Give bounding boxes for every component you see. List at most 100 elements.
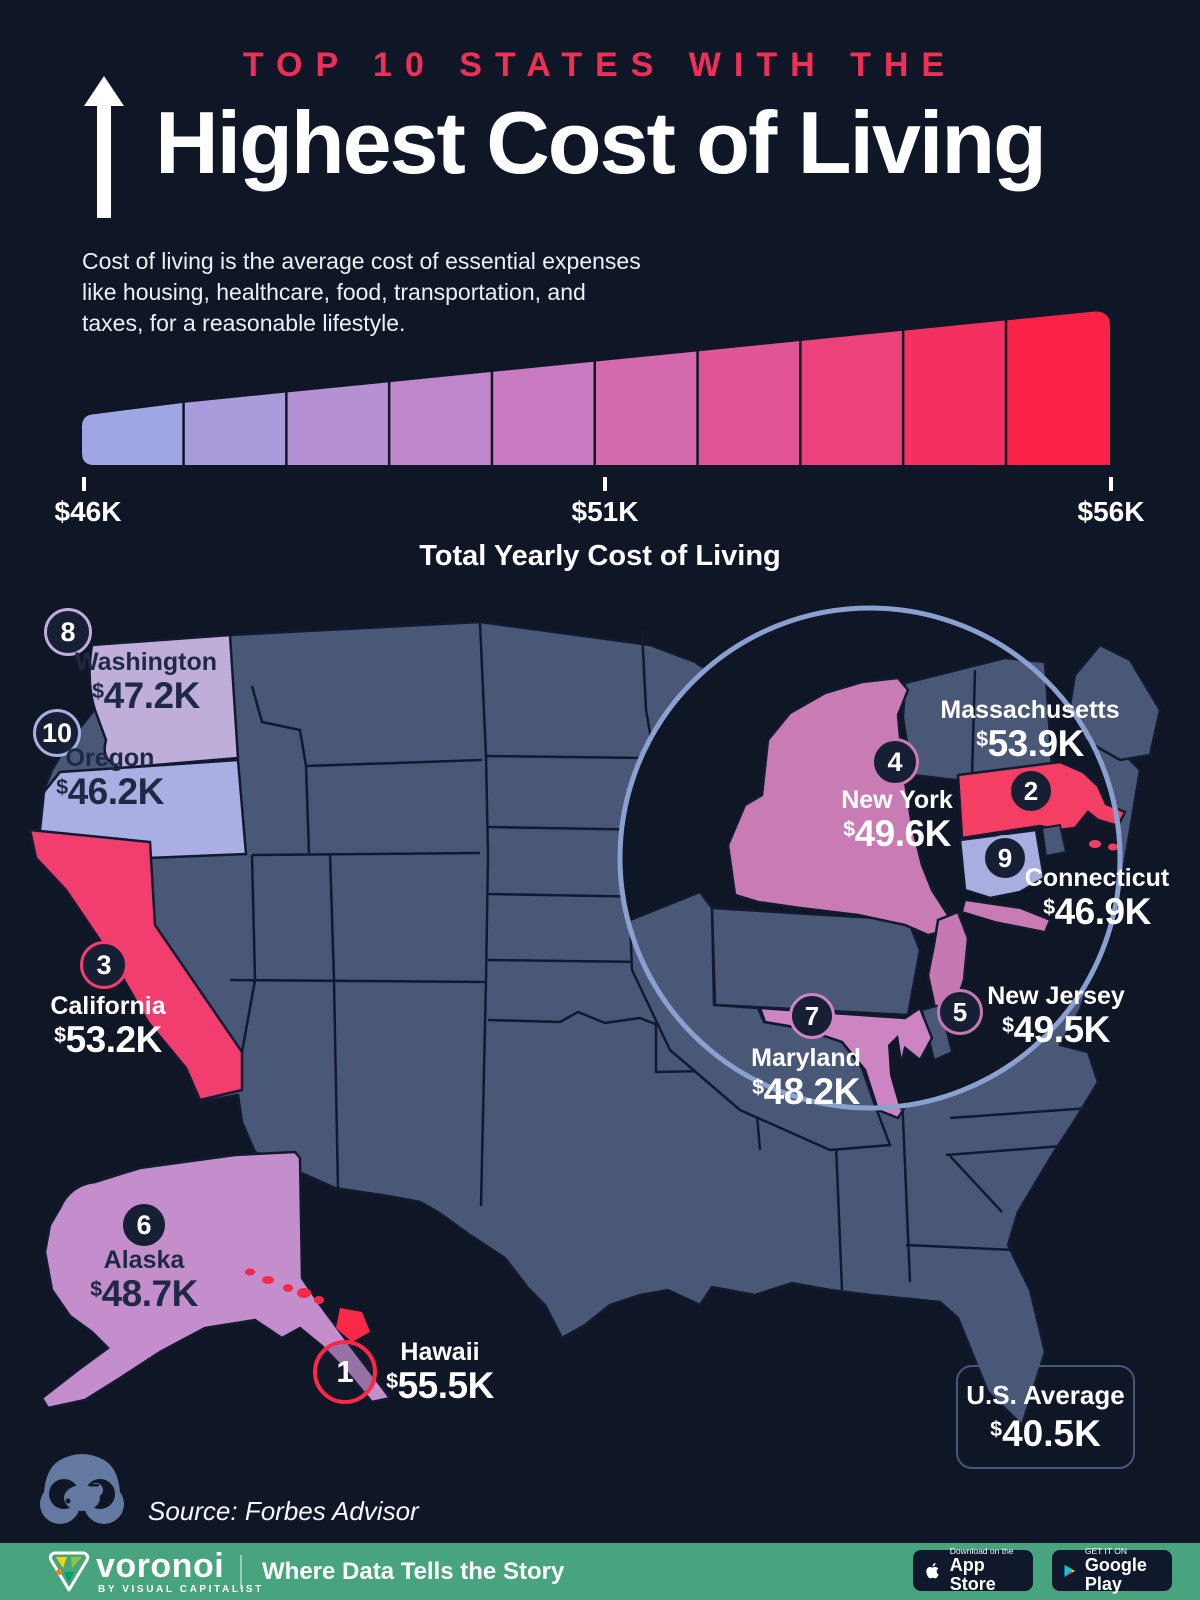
state-name: Connecticut (1024, 864, 1170, 892)
rank-badge-hawaii: 1 (313, 1340, 377, 1404)
scale-tick (1109, 477, 1113, 491)
rank-badge-oregon: 10 (33, 709, 81, 757)
description: Cost of living is the average cost of es… (82, 246, 641, 339)
footer-bar: voronoi BY VISUAL CAPITALIST Where Data … (0, 1543, 1200, 1600)
inset-ma-island (1089, 840, 1101, 848)
state-hawaii-island (262, 1276, 274, 1284)
rank-number: 10 (41, 717, 73, 748)
state-name: Alaska (103, 1246, 185, 1274)
state-california (28, 828, 244, 1102)
state-label-new-york: New York $49.6K (841, 786, 953, 854)
rank-badge-california: 3 (80, 941, 128, 989)
scale-tick-label-max: $56K (1077, 496, 1145, 527)
state-label-alaska: Alaska $48.7K (90, 1246, 198, 1314)
state-name: Massachusetts (940, 696, 1120, 724)
state-value: $53.2K (54, 1019, 162, 1060)
state-label-oregon: Oregon $46.2K (56, 744, 164, 812)
google-play-icon (1064, 1564, 1075, 1577)
description-line: Cost of living is the average cost of es… (82, 248, 641, 274)
scale-tick-label-mid: $51K (571, 496, 639, 527)
app-store-line2: App Store (949, 1555, 996, 1594)
us-map (28, 605, 1162, 1428)
state-hawaii-island (283, 1284, 293, 1292)
rank-number: 1 (336, 1354, 354, 1389)
inset-chesapeake-bay (888, 1035, 912, 1110)
google-play-line1: GET IT ON (1084, 1546, 1128, 1557)
footer-divider (240, 1555, 242, 1589)
rank-badge-maryland: 7 (789, 993, 835, 1039)
state-name: New York (841, 786, 953, 814)
arrow-up-icon (84, 76, 124, 218)
rank-number: 4 (887, 746, 903, 777)
state-value: $46.9K (1043, 891, 1151, 932)
rank-badge-massachusetts: 2 (1008, 768, 1054, 814)
state-value: $55.5K (386, 1365, 494, 1406)
source-text: Source: Forbes Advisor (148, 1496, 419, 1526)
state-value: $53.9K (976, 723, 1084, 764)
scale-tick (603, 477, 607, 491)
inset-ma-island (1108, 843, 1118, 851)
inset-state-rhode-island (1040, 823, 1068, 858)
state-hawaii-island (245, 1268, 255, 1276)
rank-number: 9 (997, 842, 1013, 873)
state-label-maryland: Maryland $48.2K (751, 1044, 861, 1112)
state-value: $49.6K (843, 813, 951, 854)
state-hawaii-island (314, 1296, 324, 1304)
google-play-badge[interactable]: GET IT ON Google Play (1052, 1546, 1172, 1594)
state-label-california: California $53.2K (50, 992, 165, 1060)
state-label-connecticut: Connecticut $46.9K (1025, 864, 1169, 932)
state-name: Oregon (65, 744, 155, 772)
state-value: $47.2K (92, 675, 200, 716)
rank-number: 2 (1023, 775, 1039, 806)
state-name: Maryland (751, 1044, 861, 1072)
binoculars-piggy-logo-icon (39, 1454, 124, 1524)
northeast-inset (617, 605, 1162, 1152)
rank-badge-new-jersey: 5 (937, 989, 983, 1035)
footer-tagline: Where Data Tells the Story (262, 1558, 565, 1585)
state-value: $46.2K (56, 771, 164, 812)
rank-badge-washington: 8 (44, 608, 92, 656)
state-label-new-jersey: New Jersey $49.5K (987, 982, 1125, 1050)
state-value: $48.7K (90, 1273, 198, 1314)
rank-number: 6 (136, 1209, 152, 1240)
state-label-washington: Washington $47.2K (75, 648, 217, 716)
inset-ring (617, 605, 1123, 1111)
rank-number: 8 (60, 616, 76, 647)
google-play-line2: Google Play (1084, 1555, 1147, 1594)
app-store-badge[interactable]: Download on the App Store (913, 1546, 1033, 1594)
state-value: $49.5K (1002, 1009, 1110, 1050)
rank-number: 5 (952, 996, 968, 1027)
state-label-hawaii: Hawaii $55.5K (386, 1338, 494, 1406)
rank-number: 7 (804, 1000, 820, 1031)
apple-icon (926, 1562, 939, 1578)
app-store-line1: Download on the (949, 1546, 1014, 1557)
scale-tick-label-min: $46K (54, 496, 122, 527)
page-title: Highest Cost of Living (155, 93, 1047, 192)
state-name: California (50, 992, 166, 1020)
description-line: like housing, healthcare, food, transpor… (82, 279, 586, 305)
rank-number: 3 (96, 949, 112, 980)
state-hawaii-island (336, 1308, 370, 1342)
brand-name: voronoi (96, 1547, 225, 1585)
voronoi-logo-icon (48, 1551, 90, 1592)
cost-scale-wedge (82, 311, 1110, 465)
state-value: $48.2K (752, 1071, 860, 1112)
state-name: New Jersey (987, 982, 1125, 1010)
scale-tick (82, 477, 86, 491)
rank-badge-connecticut: 9 (982, 835, 1028, 881)
us-average-value: $40.5K (990, 1412, 1101, 1454)
state-hawaii-island (297, 1288, 311, 1298)
brand-subtitle: BY VISUAL CAPITALIST (98, 1584, 264, 1595)
state-name: Hawaii (400, 1338, 480, 1366)
us-average-box: U.S. Average $40.5K (956, 1365, 1135, 1469)
state-label-massachusetts: Massachusetts $53.9K (940, 696, 1119, 764)
description-line: taxes, for a reasonable lifestyle. (82, 310, 406, 336)
kicker-text: TOP 10 STATES WITH THE (242, 46, 958, 84)
rank-badge-alaska: 6 (120, 1201, 168, 1249)
inset-long-island (960, 898, 1052, 934)
scale-axis-label: Total Yearly Cost of Living (419, 540, 781, 572)
us-average-label: U.S. Average (966, 1379, 1125, 1410)
rank-badge-new-york: 4 (871, 738, 919, 786)
state-name: Washington (74, 648, 218, 676)
